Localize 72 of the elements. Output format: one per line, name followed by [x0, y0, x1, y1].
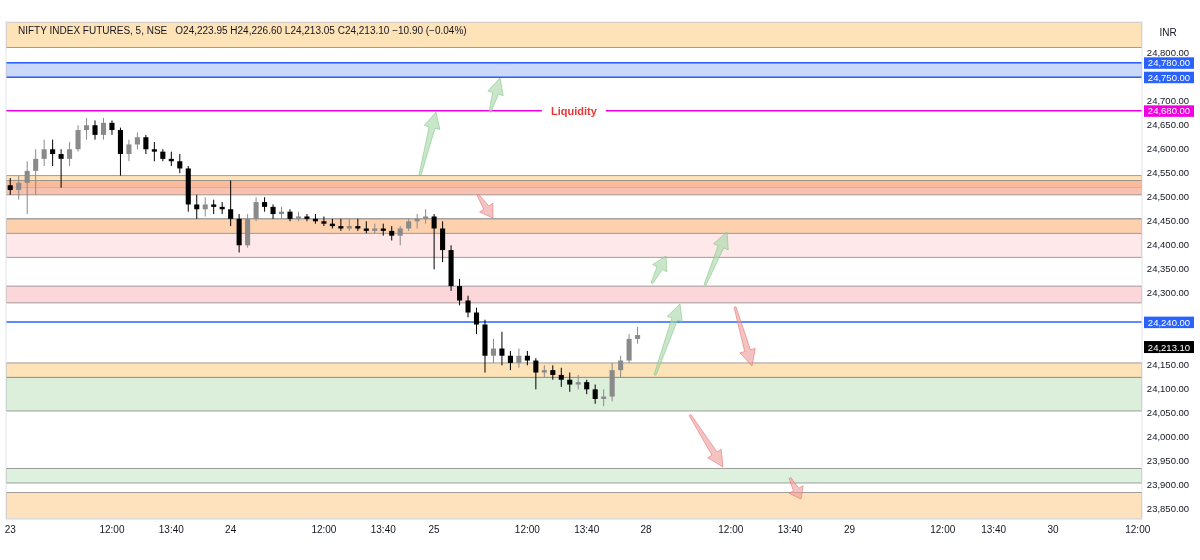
x-tick-label: 13:40	[158, 524, 185, 535]
candlestick	[473, 307, 480, 335]
candlestick	[304, 213, 310, 222]
candlestick	[177, 153, 183, 174]
x-tick-label: 23	[4, 524, 17, 535]
candlestick	[457, 278, 463, 306]
x-tick-label: 28	[640, 524, 653, 535]
x-tick-label: 12:00	[514, 524, 541, 535]
candlestick	[465, 295, 471, 318]
y-tick-label: 24,500.00	[1146, 190, 1190, 202]
text: 24,213.10	[1147, 341, 1191, 353]
candlestick	[228, 179, 234, 227]
y-tick-label: 24,450.00	[1146, 214, 1190, 226]
y-tick-label: 24,150.00	[1146, 358, 1190, 370]
x-tick-label: 12:00	[718, 524, 744, 535]
candlestick	[83, 117, 90, 141]
x-tick-label: 29	[843, 524, 856, 535]
candlestick	[567, 372, 573, 393]
candlestick	[126, 139, 132, 162]
y-tick-label: 24,350.00	[1146, 262, 1190, 274]
y-tick-label: 24,100.00	[1146, 382, 1190, 394]
y-tick-label: 24,300.00	[1146, 286, 1190, 298]
x-tick-label: 13:40	[981, 524, 1007, 535]
x-tick-label: 12:00	[1125, 524, 1151, 535]
candlestick	[67, 141, 73, 167]
ref-line-label: 24,780.00	[1147, 57, 1191, 69]
candlestick	[92, 119, 98, 141]
candlestick	[194, 194, 200, 220]
y-tick-label: 24,650.00	[1146, 118, 1190, 130]
y-tick-label: 24,600.00	[1146, 142, 1190, 154]
y-tick-label: 24,700.00	[1146, 94, 1190, 106]
candlestick	[533, 357, 539, 390]
candlestick	[75, 124, 81, 153]
candlestick	[41, 139, 47, 167]
candlestick	[507, 350, 513, 371]
x-tick-label: 13:40	[777, 524, 804, 535]
candlestick	[558, 367, 564, 388]
candlestick	[270, 203, 276, 220]
candlestick	[321, 215, 327, 227]
candlestick	[100, 117, 107, 141]
x-tick-label: 12:00	[311, 524, 337, 535]
candlestick	[109, 119, 115, 136]
candlestick	[431, 213, 437, 270]
x-tick-label: 12:00	[930, 524, 956, 535]
y-tick-label: 24,050.00	[1146, 406, 1190, 418]
y-tick-label: 24,400.00	[1146, 238, 1190, 250]
y-tick-label: 24,550.00	[1146, 166, 1190, 178]
y-tick-label: 23,850.00	[1146, 502, 1190, 514]
x-tick-label: 13:40	[574, 524, 600, 535]
candlestick	[143, 134, 149, 155]
ref-line-label: 24,750.00	[1147, 71, 1191, 83]
y-axis-title: INR	[1159, 27, 1177, 38]
ref-line-label: 24,680.00	[1147, 105, 1191, 117]
candlestick	[58, 148, 64, 189]
x-tick-label: 12:00	[99, 524, 125, 535]
ref-line-label: 24,240.00	[1147, 316, 1191, 328]
candlestick	[499, 331, 505, 366]
candlestick	[50, 139, 56, 167]
y-tick-label: 24,000.00	[1146, 430, 1190, 442]
y-tick-label: 23,950.00	[1146, 454, 1190, 466]
x-tick-label: 30	[1047, 524, 1059, 535]
candlestick	[592, 384, 598, 405]
chart-subtitle: O24,223.95 H24,226.60 L24,213.05 C24,213.10 −10.90 (−0.04%)	[175, 25, 467, 36]
x-tick-label: 13:40	[370, 524, 397, 535]
y-tick-label: 23,900.00	[1146, 478, 1190, 490]
x-tick-label: 25	[428, 524, 441, 535]
candlestick	[151, 141, 157, 162]
chart-title: NIFTY INDEX FUTURES, 5, NSE	[18, 25, 168, 36]
candlestick	[440, 220, 446, 263]
y-tick-label: 24,800.00	[1146, 46, 1190, 58]
x-tick-label: 24	[225, 524, 237, 535]
annotation: Liquidity	[551, 104, 598, 117]
